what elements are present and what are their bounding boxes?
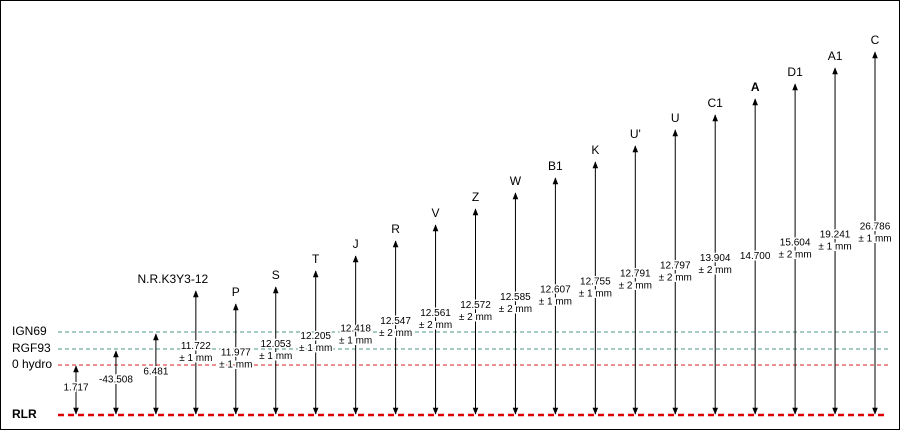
marker-tolerance: ± 1 mm <box>299 343 332 354</box>
reference-label: IGN69 <box>12 324 47 338</box>
marker-value: 11.722 <box>181 341 211 352</box>
marker-value: 1.717 <box>63 383 88 394</box>
marker-tolerance: ± 1 mm <box>259 351 292 362</box>
marker-value: 12.547 <box>380 316 411 327</box>
marker-value: 12.797 <box>660 261 691 272</box>
marker-tolerance: ± 1 mm <box>219 360 252 371</box>
marker-value: 11.977 <box>221 348 251 359</box>
marker-label: A <box>751 80 760 94</box>
reference-label: 0 hydro <box>12 357 52 371</box>
marker-value: 12.053 <box>260 339 291 350</box>
marker-tolerance: ± 2 mm <box>499 304 532 315</box>
marker-label: P <box>232 285 240 299</box>
marker-tolerance: ± 1 mm <box>339 336 372 347</box>
marker-value: 12.572 <box>460 300 491 311</box>
marker-tolerance: ± 1 mm <box>539 297 572 308</box>
marker-value: 6.481 <box>143 367 168 378</box>
reference-label: RLR <box>12 407 37 421</box>
marker-label: D1 <box>787 65 803 79</box>
marker-value: 12.607 <box>540 285 571 296</box>
marker-value: 12.205 <box>300 331 331 342</box>
marker-tolerance: ± 2 mm <box>379 328 412 339</box>
marker-label: U <box>671 111 680 125</box>
marker-label: B1 <box>548 159 563 173</box>
marker-value: 13.904 <box>700 253 731 264</box>
marker-label: A1 <box>828 49 843 63</box>
marker-value: 15.604 <box>780 238 811 249</box>
marker-tolerance: ± 2 mm <box>419 320 452 331</box>
marker-tolerance: ± 1 mm <box>579 289 612 300</box>
marker-tolerance: ± 1 mm <box>179 353 212 364</box>
marker-tolerance: ± 1 mm <box>818 242 851 253</box>
reference-label: RGF93 <box>12 341 51 355</box>
marker-label: V <box>432 206 440 220</box>
marker-tolerance: ± 2 mm <box>699 265 732 276</box>
marker-value: 12.585 <box>500 292 531 303</box>
marker-tolerance: ± 2 mm <box>619 281 652 292</box>
marker-value: -43.508 <box>99 375 133 386</box>
marker-value: 26.786 <box>860 222 891 233</box>
marker-value: 19.241 <box>820 230 851 241</box>
marker-value: 14.700 <box>740 251 771 262</box>
marker-label: K <box>591 143 599 157</box>
marker-label: J <box>353 237 359 251</box>
marker-label: C1 <box>708 96 724 110</box>
marker-label: C <box>871 33 880 47</box>
marker-tolerance: ± 2 mm <box>778 250 811 261</box>
marker-label: T <box>312 252 320 266</box>
marker-tolerance: ± 2 mm <box>659 273 692 284</box>
marker-value: 12.418 <box>340 324 371 335</box>
marker-value: 12.561 <box>420 308 451 319</box>
marker-label: N.R.K3Y3-12 <box>137 272 208 286</box>
marker-value: 12.791 <box>620 269 651 280</box>
marker-label: W <box>510 174 522 188</box>
marker-label: S <box>272 268 280 282</box>
marker-tolerance: ± 1 mm <box>858 234 891 245</box>
marker-label: Z <box>472 190 479 204</box>
marker-label: U' <box>630 127 641 141</box>
marker-value: 12.755 <box>580 277 611 288</box>
marker-tolerance: ± 2 mm <box>459 312 492 323</box>
marker-label: R <box>391 222 400 236</box>
